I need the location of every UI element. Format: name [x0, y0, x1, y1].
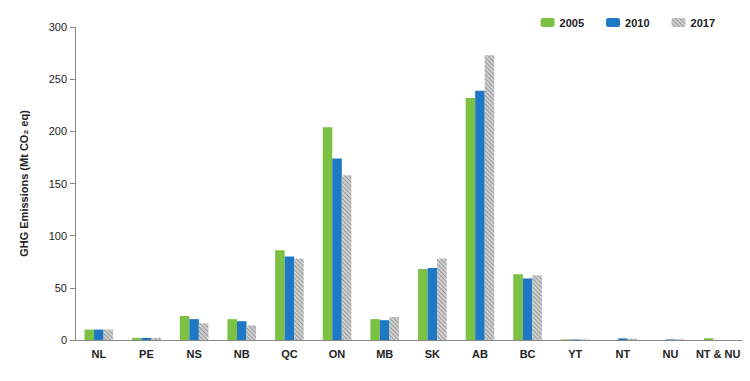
svg-text:250: 250	[49, 73, 67, 85]
svg-text:2010: 2010	[625, 17, 649, 29]
svg-text:100: 100	[49, 230, 67, 242]
svg-text:MB: MB	[376, 348, 393, 360]
svg-text:NT: NT	[616, 348, 631, 360]
svg-text:NT & NU: NT & NU	[696, 348, 741, 360]
svg-text:50: 50	[55, 282, 67, 294]
svg-text:NL: NL	[91, 348, 106, 360]
svg-text:300: 300	[49, 21, 67, 33]
svg-text:200: 200	[49, 125, 67, 137]
svg-text:NS: NS	[186, 348, 201, 360]
svg-text:BC: BC	[520, 348, 536, 360]
svg-text:YT: YT	[568, 348, 582, 360]
svg-text:NB: NB	[234, 348, 250, 360]
svg-text:NU: NU	[663, 348, 679, 360]
svg-text:PE: PE	[139, 348, 154, 360]
svg-text:QC: QC	[281, 348, 298, 360]
svg-text:SK: SK	[425, 348, 440, 360]
svg-text:AB: AB	[472, 348, 488, 360]
svg-text:ON: ON	[329, 348, 346, 360]
svg-text:GHG Emissions (Mt CO₂ eq): GHG Emissions (Mt CO₂ eq)	[18, 110, 30, 257]
svg-text:2005: 2005	[560, 17, 584, 29]
svg-text:150: 150	[49, 178, 67, 190]
svg-text:2017: 2017	[691, 17, 715, 29]
svg-text:0: 0	[61, 334, 67, 346]
